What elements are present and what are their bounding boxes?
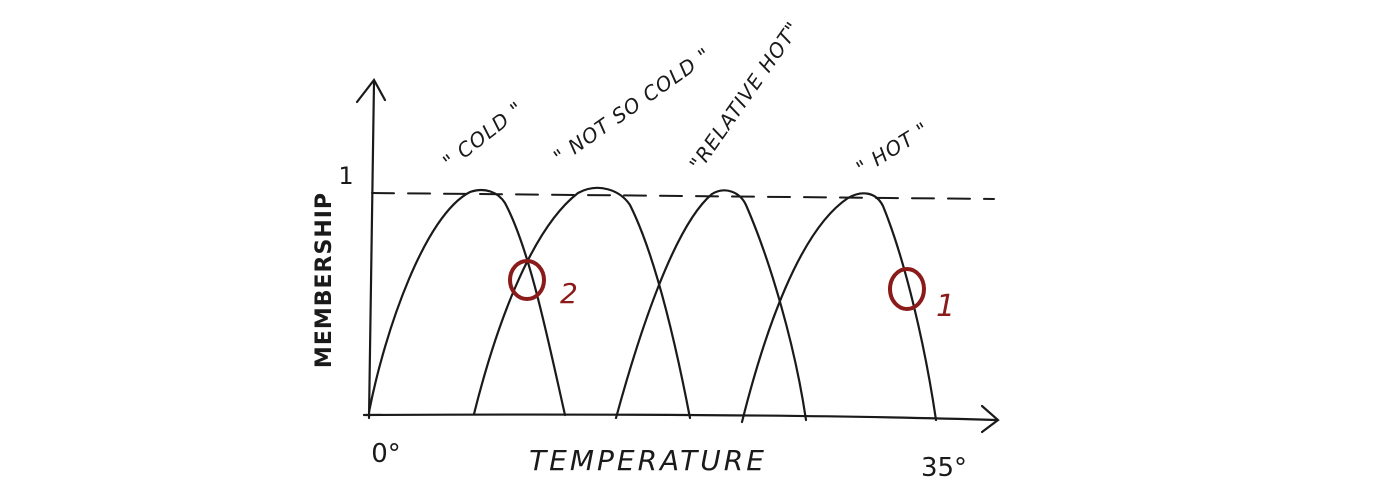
marker-o2: 2 <box>508 259 578 310</box>
y-axis-label: MEMBERSHIP <box>312 192 337 368</box>
marker-o2-subscript: 2 <box>560 277 578 310</box>
set-label-relative-hot: "RELATIVE HOT" <box>684 17 805 175</box>
x-min-label: 0° <box>371 439 401 469</box>
set-label-not-so-cold: " NOT SO COLD " <box>549 42 715 169</box>
marker-o2-circle <box>508 259 546 301</box>
marker-o1-circle <box>888 267 926 311</box>
set-label-cold: " COLD " <box>438 96 528 174</box>
y-axis <box>355 77 387 420</box>
x-max-label: 35° <box>921 453 967 483</box>
curve-cold <box>367 188 567 417</box>
marker-o1-subscript: 1 <box>936 289 955 324</box>
y-axis-arrowhead <box>355 77 387 104</box>
x-axis-arrowhead <box>980 404 1000 434</box>
x-axis <box>362 404 1000 434</box>
set-label-hot: " HOT " <box>852 117 934 180</box>
curve-hot <box>740 192 938 424</box>
curve-relative-hot <box>614 189 808 422</box>
curve-not-so-cold <box>472 186 692 420</box>
marker-o1: 1 <box>888 267 955 324</box>
y-max-label: 1 <box>338 162 353 190</box>
x-axis-line <box>362 413 998 422</box>
membership-curves <box>367 186 938 424</box>
max-membership-dashed-line <box>371 192 995 200</box>
x-axis-label: TEMPERATURE <box>529 444 767 477</box>
y-axis-line <box>367 80 376 420</box>
